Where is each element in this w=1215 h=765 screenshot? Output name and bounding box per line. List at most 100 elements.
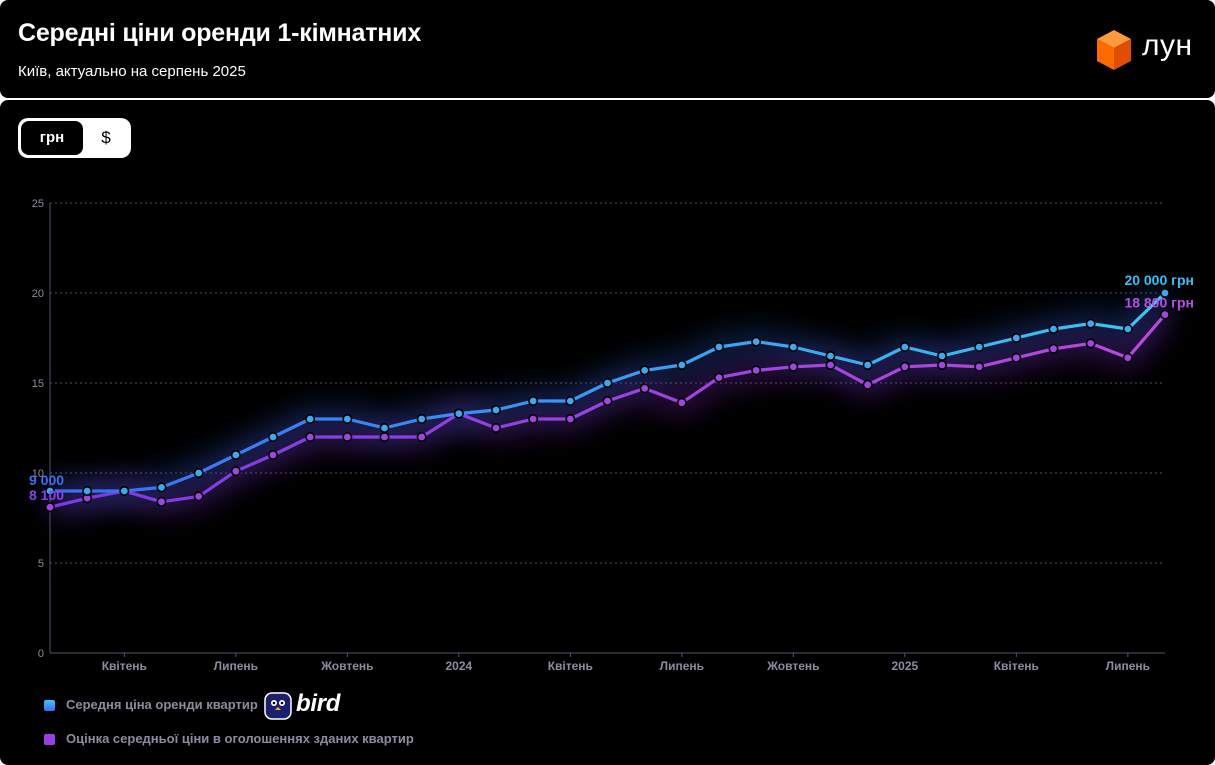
lun-logo[interactable]: лун [1094,28,1204,72]
logo-text: лун [1142,29,1193,62]
data-point [713,342,724,353]
x-tick-label: Квітень [994,659,1039,673]
x-tick-label: Квітень [548,659,593,673]
data-point [44,485,55,496]
data-point [862,359,873,370]
data-point [713,372,724,383]
data-point [1122,352,1133,363]
data-point [602,395,613,406]
data-point [639,365,650,376]
chart-panel: 0 5 10 15 20 25 Квітень Липень Жовтень 2024 Квітен… [0,100,1215,765]
x-tick-label: 2025 [891,659,918,673]
data-point [788,342,799,353]
data-point [528,395,539,406]
data-point [565,413,576,424]
data-point [193,491,204,502]
data-point [305,413,316,424]
data-point [342,431,353,442]
data-point [936,351,947,362]
legend-label-series2: Оцінка середньої ціни в оголошеннях здан… [66,731,414,746]
x-tick-label: Жовтень [320,659,373,673]
currency-toggle[interactable]: грн $ [18,118,131,158]
data-point [1085,338,1096,349]
data-point [639,383,650,394]
data-point [862,379,873,390]
series2-start-label: 8 100 [29,487,64,503]
data-point [267,431,278,442]
data-point [379,431,390,442]
bird-icon [264,692,292,720]
data-point [974,361,985,372]
data-point [1011,352,1022,363]
bird-logo: bird [264,690,348,722]
legend-swatch-series2 [44,734,55,745]
series2-end-label: 18 800 грн [1124,295,1194,311]
x-tick-label: Жовтень [766,659,819,673]
x-tick-label: 2024 [445,659,472,673]
data-point [1048,343,1059,354]
data-point [490,404,501,415]
grid [49,202,1165,657]
bird-text: bird [296,690,341,717]
data-point [1048,324,1059,335]
currency-usd-option[interactable]: $ [101,128,111,147]
data-point [305,431,316,442]
data-point [899,342,910,353]
data-point [676,359,687,370]
data-point [230,466,241,477]
data-point [1011,333,1022,344]
y-tick-label: 0 [38,648,44,660]
data-point [230,449,241,460]
data-point [974,342,985,353]
data-point [825,351,836,362]
y-tick-label: 15 [32,378,44,390]
x-tick-label: Квітень [102,659,147,673]
data-point [565,395,576,406]
series1-end-label: 20 000 грн [1124,272,1194,288]
y-tick-label: 25 [32,198,44,210]
data-point [676,397,687,408]
data-point [453,408,464,419]
currency-uah-option[interactable]: грн [21,121,83,155]
data-point [1122,324,1133,335]
cube-icon [1097,30,1131,70]
data-point [1085,318,1096,329]
data-point [751,336,762,347]
data-point [193,467,204,478]
series-points [44,288,1171,513]
data-point [416,431,427,442]
data-point [751,365,762,376]
data-point [156,482,167,493]
data-point [82,485,93,496]
data-point [267,449,278,460]
x-tick-label: Липень [1106,659,1150,673]
header: Середні ціни оренди 1-кімнатних Київ, ак… [0,0,1215,98]
data-point [342,413,353,424]
data-point [788,361,799,372]
data-point [825,359,836,370]
series-glow-1 [50,285,1173,502]
data-point [379,422,390,433]
data-point [899,361,910,372]
x-tick-label: Липень [660,659,704,673]
page-subtitle: Київ, актуально на серпень 2025 [18,63,246,80]
legend-label-series1: Середня ціна оренди квартир [66,697,258,712]
legend-swatch-series1 [44,700,55,711]
y-tick-label: 10 [32,468,44,480]
data-point [936,359,947,370]
data-point [416,413,427,424]
data-point [1160,309,1171,320]
data-point [1160,288,1171,299]
data-point [156,496,167,507]
page-title: Середні ціни оренди 1-кімнатних [18,19,422,47]
y-tick-label: 20 [32,288,44,300]
data-point [602,377,613,388]
x-tick-label: Липень [214,659,258,673]
data-point [119,485,130,496]
data-point [490,422,501,433]
data-point [528,413,539,424]
data-point [44,502,55,513]
series1-start-label: 9 000 [29,472,64,488]
